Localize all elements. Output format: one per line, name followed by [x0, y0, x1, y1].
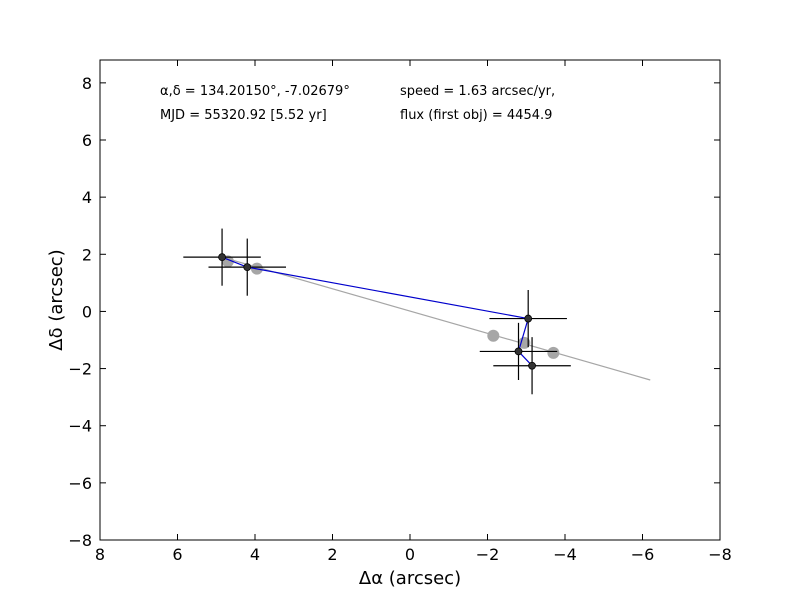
- x-tick-label: −2: [476, 545, 500, 564]
- y-tick-label: 6: [82, 131, 92, 150]
- annotation-coords: α,δ = 134.20150°, -7.02679°: [160, 84, 350, 99]
- x-tick-label: −4: [553, 545, 577, 564]
- y-axis-label: Δδ (arcsec): [46, 249, 67, 350]
- observed-point: [243, 263, 252, 272]
- x-tick-label: 0: [405, 545, 415, 564]
- x-tick-label: 2: [327, 545, 337, 564]
- y-tick-label: −6: [68, 474, 92, 493]
- plot-marks: [183, 228, 651, 395]
- x-tick-label: 4: [250, 545, 260, 564]
- x-tick-label: −6: [631, 545, 655, 564]
- annotation-flux: flux (first obj) = 4454.9: [400, 108, 552, 123]
- x-tick-label: −8: [708, 545, 732, 564]
- model-trend-line: [221, 256, 651, 381]
- y-tick-label: −8: [68, 531, 92, 550]
- x-tick-label: 6: [172, 545, 182, 564]
- observed-point: [218, 253, 226, 262]
- observed-point: [524, 314, 533, 323]
- axis-ticks: 8 6 4 2 0 −2 −4 −6 −8 −8 −6 −4 −2 0 2 4 6 8: [68, 60, 732, 564]
- y-tick-label: 4: [82, 188, 92, 207]
- y-tick-label: −4: [68, 417, 92, 436]
- y-tick-label: 2: [82, 245, 92, 264]
- annotation-speed: speed = 1.63 arcsec/yr,: [400, 84, 555, 99]
- y-tick-label: 0: [82, 302, 92, 321]
- y-tick-label: −2: [68, 360, 92, 379]
- model-point: [547, 346, 560, 359]
- model-point: [487, 329, 500, 342]
- x-tick-label: 8: [95, 545, 105, 564]
- observed-point: [528, 361, 536, 370]
- y-tick-label: 8: [82, 74, 92, 93]
- annotation-mjd: MJD = 55320.92 [5.52 yr]: [160, 108, 327, 123]
- x-axis-label: Δα (arcsec): [359, 568, 461, 589]
- observed-point: [514, 347, 523, 356]
